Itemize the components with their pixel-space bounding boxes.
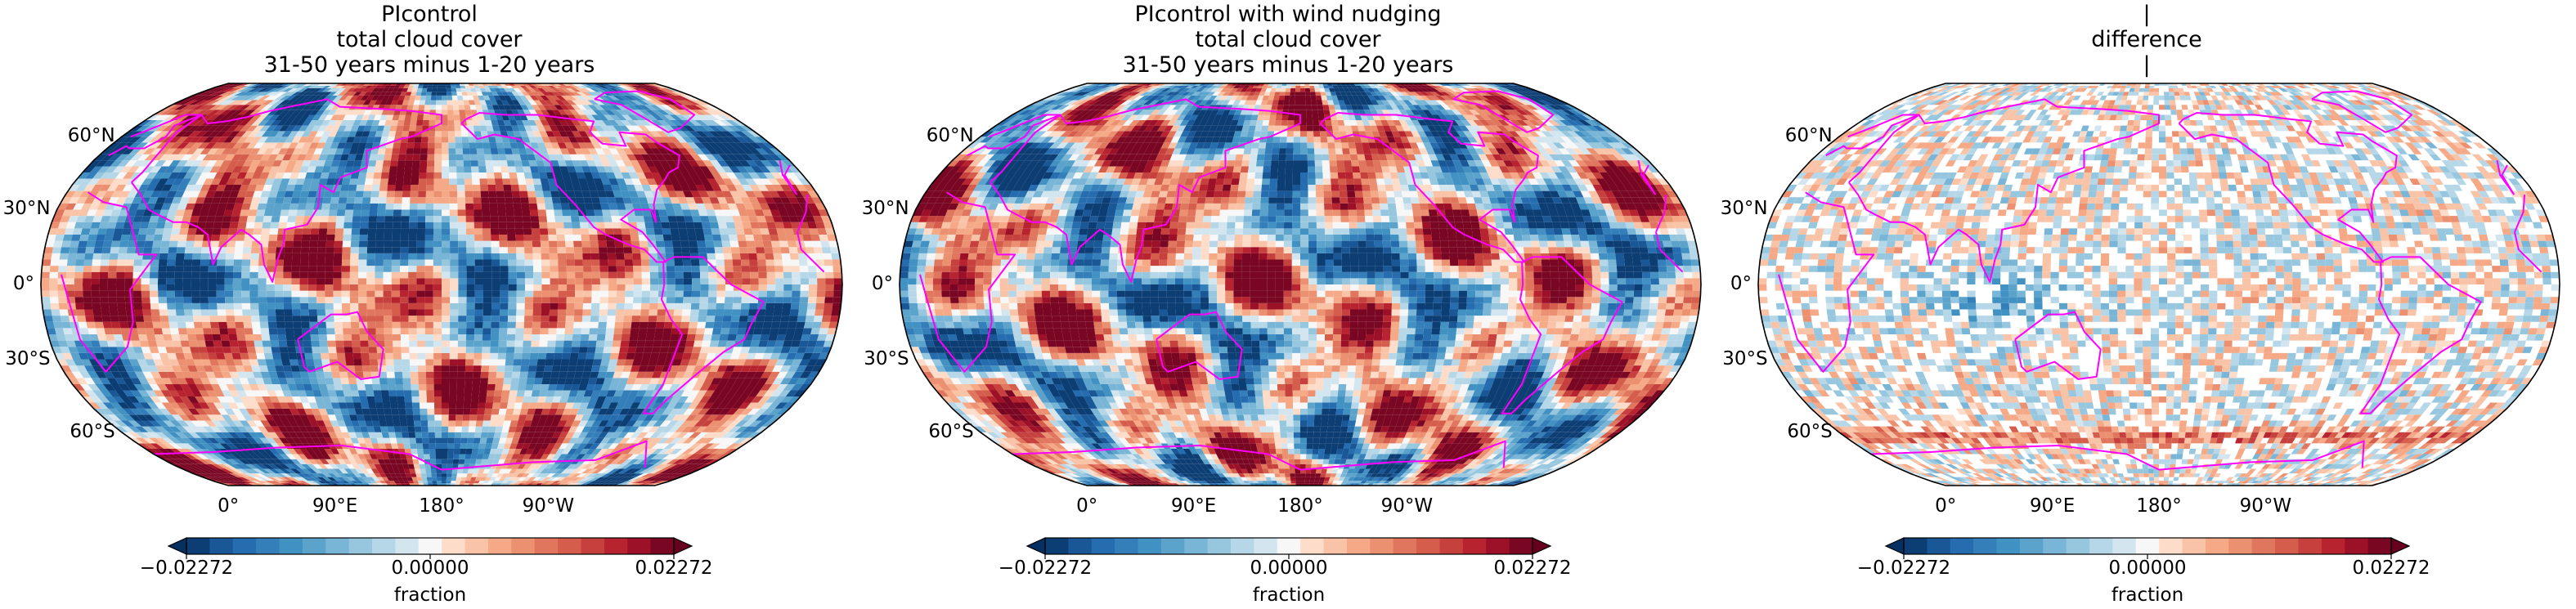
coastline-antarctica bbox=[1012, 440, 1506, 471]
lon-tick-label: 180° bbox=[1277, 495, 1323, 517]
map-panel-piControl: PIcontrol total cloud cover 31-50 years mi… bbox=[0, 0, 859, 609]
coastline-asia bbox=[989, 98, 1301, 283]
coastline-southAmerica bbox=[642, 256, 765, 414]
lon-tick-label: 90°E bbox=[1170, 495, 1217, 517]
map-boundary bbox=[1757, 83, 2560, 486]
coastline-greenland bbox=[2311, 90, 2413, 133]
lat-tick-label: 30°N bbox=[1720, 198, 1768, 220]
coastline-australia bbox=[2014, 311, 2102, 380]
coastline-europe bbox=[108, 114, 798, 195]
map-plot bbox=[40, 83, 843, 559]
panel-title-line: | bbox=[2143, 2, 2151, 27]
map-boundary bbox=[40, 83, 843, 486]
lon-tick-label: 90°E bbox=[2029, 495, 2076, 517]
panel-title-line: difference bbox=[2091, 27, 2202, 52]
coastline-northAmerica bbox=[2178, 112, 2398, 263]
lat-tick-label: 60°N bbox=[1784, 125, 1833, 147]
lat-tick-label: 60°S bbox=[928, 420, 974, 442]
panel-title: | difference | bbox=[1717, 2, 2576, 78]
lat-tick-label: 60°N bbox=[926, 125, 974, 147]
lat-tick-label: 0° bbox=[871, 273, 893, 294]
lon-tick-label: 90°W bbox=[1380, 495, 1434, 517]
colorbar bbox=[1025, 537, 1552, 559]
lon-tick-label: 0° bbox=[1076, 495, 1098, 517]
panel-title: PIcontrol with wind nudging total cloud c… bbox=[859, 2, 1717, 78]
lat-tick-label: 60°S bbox=[70, 420, 115, 442]
map-plot bbox=[1757, 83, 2560, 559]
coastline-greenland bbox=[1452, 90, 1555, 133]
coastline-africa bbox=[919, 191, 1684, 373]
colorbar-max-label: 0.02272 bbox=[2352, 558, 2430, 579]
colorbar-min-label: −0.02272 bbox=[139, 558, 234, 579]
coastline-asia bbox=[130, 98, 442, 283]
lon-tick-label: 0° bbox=[218, 495, 240, 517]
panel-title-line: | bbox=[2143, 52, 2151, 78]
map-panel-difference: | difference | 60°N 30°N 0° 30°S 60°S 90°E 180° 90… bbox=[1717, 0, 2576, 609]
lat-tick-label: 60°N bbox=[67, 125, 115, 147]
coastline-africa bbox=[1778, 191, 2542, 373]
coastline-northAmerica bbox=[1319, 112, 1539, 263]
coastline-northAmerica bbox=[460, 112, 680, 263]
lat-tick-label: 0° bbox=[1730, 273, 1752, 294]
colorbar-max-label: 0.02272 bbox=[635, 558, 713, 579]
colorbar-unit-label: fraction bbox=[1252, 584, 1326, 606]
coastlines bbox=[61, 90, 825, 471]
lat-tick-label: 30°S bbox=[864, 347, 909, 369]
colorbar-max-label: 0.02272 bbox=[1493, 558, 1572, 579]
colorbar-mid-label: 0.00000 bbox=[1250, 558, 1328, 579]
lon-tick-label: 90°W bbox=[2239, 495, 2292, 517]
colorbar bbox=[167, 537, 693, 559]
lat-tick-label: 30°N bbox=[861, 198, 909, 220]
panel-title-line: total cloud cover bbox=[336, 27, 523, 52]
lon-tick-label: 180° bbox=[419, 495, 464, 517]
coastline-greenland bbox=[594, 90, 696, 133]
colorbar-mid-label: 0.00000 bbox=[2108, 558, 2187, 579]
lon-tick-label: 0° bbox=[1935, 495, 1957, 517]
colorbar-unit-label: fraction bbox=[393, 584, 467, 606]
colorbar-mid-label: 0.00000 bbox=[391, 558, 469, 579]
coastline-asia bbox=[1847, 98, 2160, 283]
data-field bbox=[41, 83, 842, 486]
lon-tick-label: 90°E bbox=[312, 495, 358, 517]
colorbar bbox=[1884, 537, 2411, 559]
lat-tick-label: 30°S bbox=[1722, 347, 1768, 369]
panel-title-line: 31-50 years minus 1-20 years bbox=[1122, 52, 1454, 78]
data-field bbox=[900, 83, 1701, 486]
coastline-europe bbox=[967, 114, 1657, 195]
map-boundary bbox=[899, 83, 1702, 486]
coastline-australia bbox=[297, 311, 384, 380]
data-field bbox=[1758, 83, 2560, 486]
coastlines bbox=[1778, 90, 2542, 471]
lat-tick-label: 0° bbox=[12, 273, 34, 294]
panel-title-line: 31-50 years minus 1-20 years bbox=[263, 52, 595, 78]
coastline-europe bbox=[1825, 114, 2515, 195]
panel-title-line: PIcontrol with wind nudging bbox=[1134, 2, 1442, 27]
panel-title: PIcontrol total cloud cover 31-50 years mi… bbox=[0, 2, 859, 78]
map-plot bbox=[899, 83, 1702, 559]
coastline-antarctica bbox=[153, 440, 648, 471]
lat-tick-label: 30°S bbox=[5, 347, 51, 369]
coastline-southAmerica bbox=[1501, 256, 1623, 414]
lon-tick-label: 180° bbox=[2136, 495, 2182, 517]
coastlines bbox=[919, 90, 1684, 471]
colorbar-min-label: −0.02272 bbox=[998, 558, 1093, 579]
lat-tick-label: 60°S bbox=[1787, 420, 1833, 442]
colorbar-min-label: −0.02272 bbox=[1856, 558, 1951, 579]
coastline-africa bbox=[61, 191, 825, 373]
coastline-southAmerica bbox=[2359, 256, 2482, 414]
coastline-antarctica bbox=[1870, 440, 2365, 471]
map-panel-nudged: PIcontrol with wind nudging total cloud c… bbox=[859, 0, 1717, 609]
coastline-australia bbox=[1156, 311, 1243, 380]
colorbar-unit-label: fraction bbox=[2111, 584, 2184, 606]
panel-title-line: PIcontrol bbox=[381, 2, 478, 27]
lon-tick-label: 90°W bbox=[522, 495, 575, 517]
panel-title-line: total cloud cover bbox=[1195, 27, 1381, 52]
lat-tick-label: 30°N bbox=[2, 198, 51, 220]
